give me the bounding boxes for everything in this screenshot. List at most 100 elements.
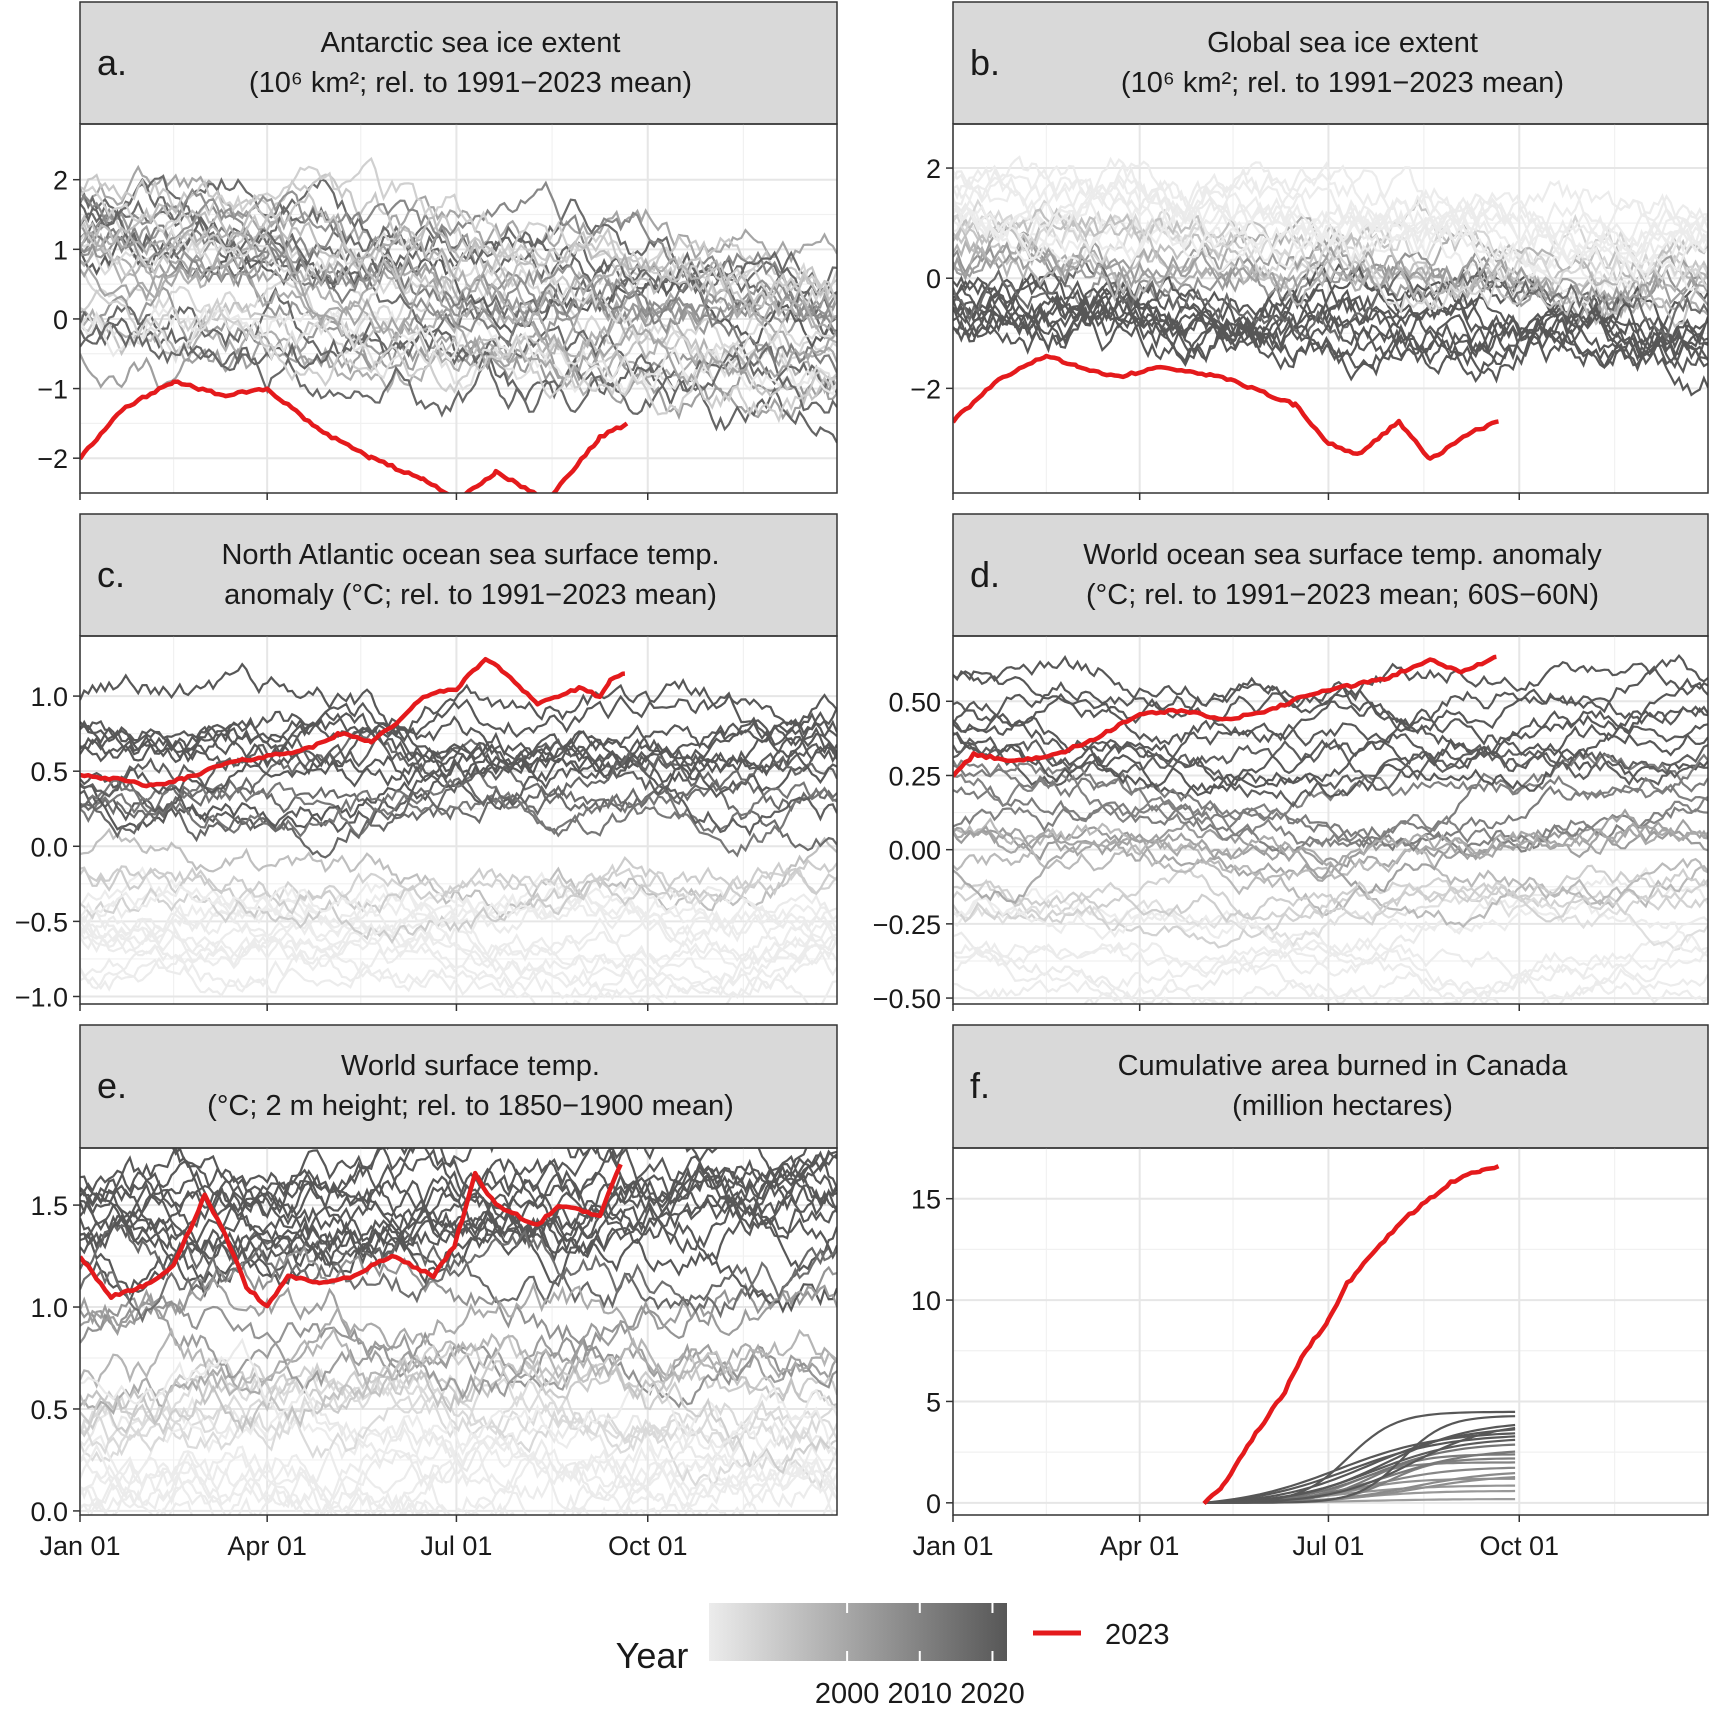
year-colorbar: [709, 1603, 1007, 1661]
series-line: [1204, 1410, 1516, 1504]
series-line: [80, 710, 837, 791]
series-line: [953, 888, 1708, 979]
panel-title-line: World surface temp.: [341, 1050, 600, 1082]
series-line: [80, 235, 837, 350]
panel-title-line: Global sea ice extent: [1207, 27, 1478, 59]
series-line: [80, 894, 837, 951]
series-line: [80, 781, 837, 858]
series-line: [80, 1342, 837, 1475]
series-line: [1203, 1432, 1516, 1504]
series-line: [953, 191, 1708, 284]
series-line: [80, 750, 837, 859]
series-line: [953, 302, 1708, 384]
series-line: [80, 321, 837, 418]
series-line: [953, 866, 1708, 1004]
series-line: [80, 885, 837, 974]
series-line: [1203, 1443, 1516, 1504]
series-line: [80, 199, 837, 318]
series-line: [953, 290, 1708, 376]
series-line: [80, 1377, 837, 1460]
series-line: [80, 827, 837, 920]
series-line: [953, 198, 1708, 315]
x-tick-label: Oct 01: [608, 1531, 688, 1561]
panel-title-line: North Atlantic ocean sea surface temp.: [221, 539, 719, 571]
y-tick-label: −0.25: [873, 910, 941, 940]
series-line: [80, 949, 837, 1004]
series-2023-line: [80, 379, 629, 493]
series-2023-line: [80, 1163, 623, 1309]
series-line: [80, 1221, 837, 1311]
series-line: [1204, 1415, 1516, 1504]
panel-title-line: (10⁶ km²; rel. to 1991−2023 mean): [1121, 67, 1564, 99]
series-line: [80, 1245, 837, 1409]
series-line: [80, 289, 837, 424]
series-line: [80, 1186, 837, 1279]
panel-header: [79, 1, 838, 125]
colorbar-ticks: 2000 2010 2020: [815, 1603, 1025, 1710]
y-tick-label: −0.5: [15, 907, 68, 937]
y-tick-label: 1.0: [30, 1293, 68, 1323]
series-line: [953, 821, 1708, 868]
series-line: [953, 877, 1708, 949]
series-line: [953, 665, 1708, 747]
series-line: [953, 823, 1708, 882]
y-tick-label: 1.5: [30, 1191, 68, 1221]
panel-a: a. Antarctic sea ice extent (10⁶ km²; rel.…: [37, 1, 838, 500]
y-tick-label: 2: [926, 154, 941, 184]
series-line: [80, 1150, 837, 1263]
series-line: [953, 280, 1708, 384]
series-line: [80, 769, 837, 838]
series-line: [80, 187, 837, 336]
historical-series: [80, 662, 837, 1004]
series-line: [953, 275, 1708, 370]
series-line: [80, 863, 837, 924]
series-line: [80, 743, 837, 799]
panel-letter: a.: [97, 42, 127, 83]
series-line: [953, 894, 1708, 952]
series-2023-line: [953, 353, 1499, 461]
panel-title-line: Cumulative area burned in Canada: [1118, 1050, 1569, 1082]
y-tick-label: 0.50: [888, 687, 941, 717]
series-line: [953, 680, 1708, 779]
series-line: [80, 1350, 837, 1434]
series-line: [953, 694, 1708, 763]
y-tick-label: −2: [910, 374, 941, 404]
series-line: [953, 844, 1708, 906]
historical-series: [80, 156, 837, 444]
plot-frame: [79, 1147, 838, 1516]
series-line: [80, 1148, 837, 1229]
x-tick-label: Jan 01: [39, 1531, 120, 1561]
panel-letter: d.: [970, 554, 1000, 595]
panel-header: [952, 513, 1709, 637]
series-line: [80, 720, 837, 779]
series-line: [80, 861, 837, 916]
series-line: [953, 294, 1708, 371]
gridlines: [952, 1148, 1708, 1515]
series-line: [80, 190, 837, 336]
series-line: [953, 739, 1708, 787]
panel-header: [79, 1024, 838, 1149]
series-line: [80, 888, 837, 962]
x-tick-label: Oct 01: [1479, 1531, 1559, 1561]
panel-c: c. North Atlantic ocean sea surface temp.…: [15, 513, 838, 1012]
legend-title: Year: [616, 1635, 689, 1676]
plot-frame: [79, 635, 838, 1005]
y-tick-label: 0.0: [30, 1497, 68, 1527]
series-line: [953, 864, 1708, 923]
y-tick-label: 0: [926, 264, 941, 294]
panel-letter: e.: [97, 1065, 127, 1106]
series-line: [171, 1148, 830, 1242]
series-line: [80, 180, 837, 322]
y-tick-label: 2: [53, 166, 68, 196]
series-line: [80, 1149, 837, 1232]
panel-f: f. Cumulative area burned in Canada (milli…: [911, 1024, 1709, 1561]
series-line: [80, 712, 837, 785]
y-tick-label: 0.5: [30, 1395, 68, 1425]
series-line: [1203, 1428, 1516, 1504]
series-line: [80, 1381, 837, 1499]
series-line: [80, 1396, 837, 1473]
historical-series: [1203, 1410, 1516, 1504]
panel-b: b. Global sea ice extent (10⁶ km²; rel. to…: [910, 1, 1709, 500]
panel-title-line: Antarctic sea ice extent: [321, 27, 621, 59]
